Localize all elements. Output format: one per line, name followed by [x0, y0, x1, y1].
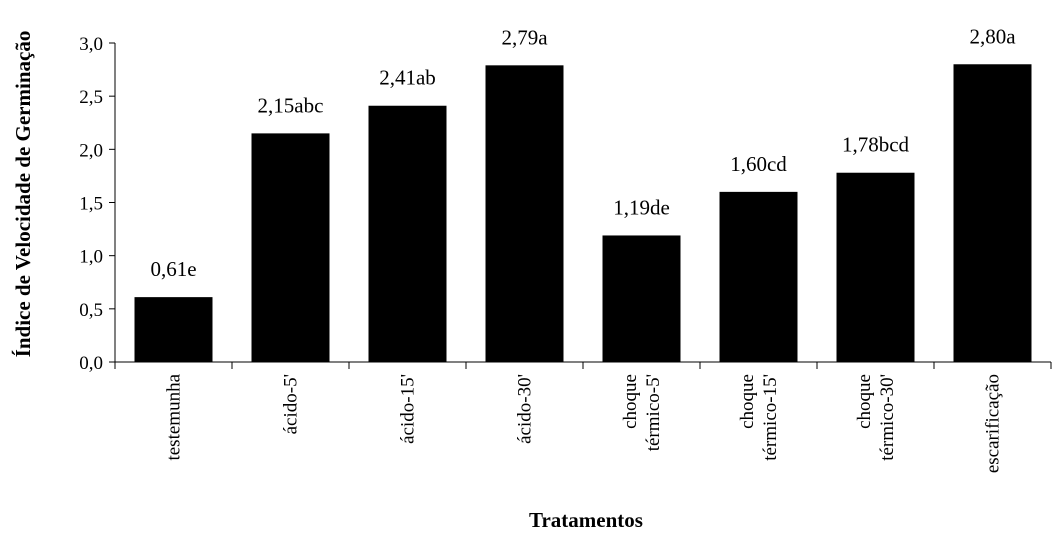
x-category-label: choque	[620, 374, 641, 429]
bar	[134, 297, 213, 362]
x-category-label: testemunha	[164, 373, 185, 460]
y-tick-label: 1,5	[79, 194, 103, 215]
bar	[719, 191, 798, 362]
bar	[485, 65, 564, 362]
bar	[953, 64, 1032, 363]
y-tick-label: 0,0	[79, 353, 103, 374]
x-category-label: ácido-15'	[398, 374, 419, 444]
y-tick-label: 0,5	[79, 300, 103, 321]
plot-area: 0,0 0,5 1,0 1,5 2,0 2,5 3,0 0,61e testemunha 2,15…	[79, 24, 1052, 473]
data-label: 2,41ab	[379, 66, 436, 90]
x-category-label: térmico-5'	[643, 374, 664, 451]
bar	[836, 172, 915, 362]
data-label: 2,15abc	[258, 93, 324, 117]
x-axis-title: Tratamentos	[529, 508, 643, 532]
x-category-label: ácido-30'	[515, 374, 536, 444]
x-category-label: térmico-30'	[877, 374, 898, 461]
bar	[602, 235, 681, 362]
data-label: 1,19de	[613, 195, 670, 219]
bar	[251, 133, 330, 362]
data-label: 0,61e	[150, 257, 196, 281]
x-category-label: escarificação	[983, 374, 1004, 473]
bar	[368, 105, 447, 362]
y-tick-label: 1,0	[79, 247, 103, 268]
data-label: 2,80a	[969, 24, 1016, 48]
data-label: 1,60cd	[730, 152, 787, 176]
y-axis-title: Índice de Velocidade de Germinação	[11, 31, 35, 358]
y-tick-label: 3,0	[79, 34, 103, 55]
y-tick-label: 2,5	[79, 87, 103, 108]
data-label: 1,78bcd	[842, 133, 910, 157]
x-category-label: choque	[854, 374, 875, 429]
x-category-label: choque	[737, 374, 758, 429]
y-tick-label: 2,0	[79, 140, 103, 161]
data-label: 2,79a	[501, 25, 548, 49]
x-category-label: ácido-5'	[281, 374, 302, 434]
x-category-label: térmico-15'	[760, 374, 781, 461]
